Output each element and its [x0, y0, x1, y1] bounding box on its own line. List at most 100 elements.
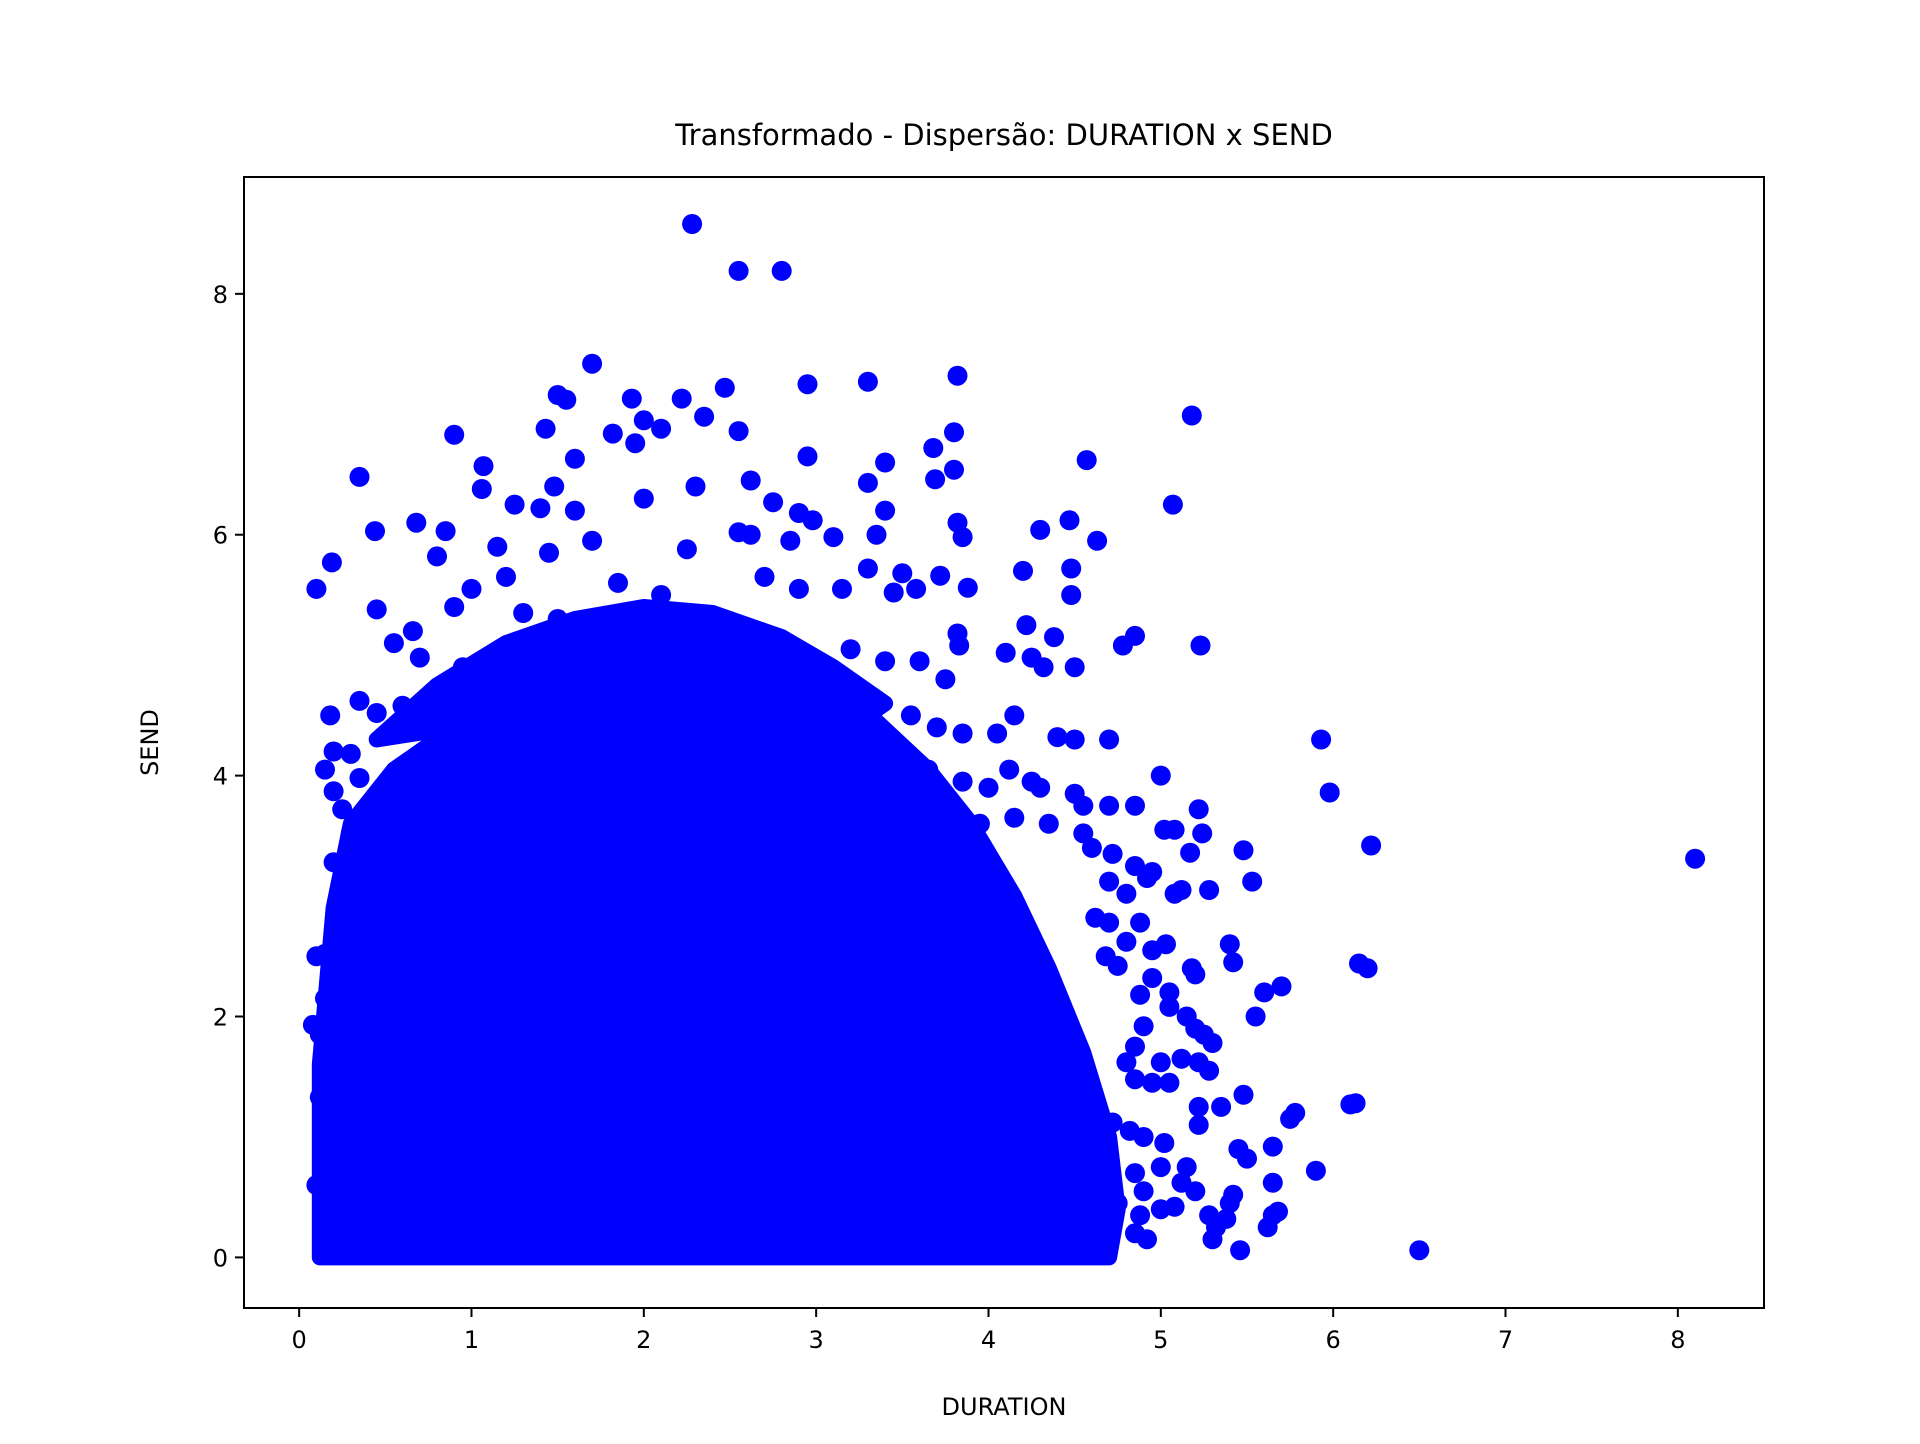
scatter-point: [321, 552, 342, 573]
x-tick-label: 4: [981, 1326, 996, 1354]
scatter-point: [944, 422, 964, 443]
scatter-point: [349, 768, 370, 788]
scatter-point: [1164, 1196, 1185, 1217]
scatter-point: [402, 621, 423, 642]
scatter-point: [1061, 558, 1082, 579]
scatter-point: [608, 627, 628, 648]
scatter-point: [849, 783, 870, 804]
y-axis-ticks: 0 2 4 6 8: [213, 281, 244, 1272]
scatter-point: [651, 418, 672, 439]
scatter-point: [1102, 843, 1123, 864]
scatter-point: [923, 438, 944, 458]
scatter-point: [1150, 765, 1171, 786]
scatter-point: [1099, 795, 1120, 816]
scatter-point: [1192, 823, 1213, 844]
scatter-point: [564, 448, 585, 469]
scatter-point: [780, 530, 801, 551]
scatter-point: [1159, 996, 1180, 1017]
scatter-point: [530, 498, 551, 519]
scatter-point: [944, 459, 964, 480]
scatter-point: [602, 423, 623, 444]
scatter-point: [1130, 984, 1151, 1005]
scatter-point: [535, 418, 556, 439]
scatter-point: [930, 565, 951, 586]
scatter-point: [1030, 777, 1051, 798]
plot-frame: [243, 176, 1765, 1309]
scatter-point: [995, 642, 1016, 663]
scatter-point: [900, 705, 921, 726]
y-tick-label: 4: [213, 763, 228, 791]
scatter-point: [539, 777, 559, 798]
scatter-point: [513, 639, 534, 660]
scatter-point: [473, 456, 494, 477]
scatter-point: [616, 681, 637, 702]
scatter-point: [1076, 450, 1097, 471]
scatter-point: [1242, 871, 1263, 892]
scatter-point: [875, 651, 896, 672]
scatter-point: [1107, 1193, 1128, 1214]
y-tick-label: 6: [213, 522, 228, 550]
scatter-point: [840, 639, 861, 660]
scatter-point: [1087, 530, 1108, 551]
scatter-point: [1125, 795, 1145, 816]
scatter-point: [771, 687, 792, 708]
x-tick-label: 7: [1498, 1326, 1513, 1354]
x-tick-label: 6: [1326, 1326, 1341, 1354]
scatter-point: [309, 1024, 330, 1045]
scatter-point: [1262, 1172, 1283, 1193]
scatter-point: [1107, 955, 1128, 976]
scatter-point: [999, 759, 1020, 780]
scatter-point: [1188, 1114, 1209, 1135]
scatter-point: [1099, 1145, 1120, 1165]
scatter-point: [802, 510, 823, 531]
scatter-point: [340, 743, 361, 764]
scatter-point: [1409, 1240, 1430, 1261]
scatter-point: [521, 705, 542, 726]
scatter-point: [406, 512, 427, 533]
scatter-point: [513, 741, 534, 762]
scatter-point: [1150, 1157, 1171, 1178]
scatter-point: [926, 717, 947, 738]
scatter-point: [1154, 1133, 1175, 1153]
scatter-point: [957, 577, 978, 598]
scatter-point: [935, 807, 956, 828]
scatter-point: [892, 795, 913, 816]
scatter-point: [1271, 976, 1292, 997]
x-tick-label: 5: [1153, 1326, 1168, 1354]
scatter-point: [1319, 782, 1340, 803]
scatter-point: [306, 946, 327, 967]
scatter-point: [1125, 1163, 1145, 1184]
scatter-point: [556, 654, 577, 675]
scatter-point: [1159, 982, 1180, 1003]
scatter-point: [763, 492, 784, 513]
scatter-point: [1125, 1036, 1145, 1057]
scatter-point: [315, 1157, 335, 1178]
scatter-point: [513, 603, 534, 623]
scatter-point: [544, 476, 565, 497]
scatter-point: [909, 651, 930, 672]
scatter-point: [327, 916, 348, 937]
scatter-point: [383, 765, 404, 786]
scatter-point: [1199, 1060, 1220, 1081]
scatter-point: [694, 759, 715, 780]
scatter-point: [714, 377, 735, 398]
x-axis-label: DURATION: [942, 1393, 1067, 1421]
scatter-point: [504, 494, 525, 515]
scatter-point: [1038, 813, 1059, 834]
scatter-point: [694, 406, 715, 427]
scatter-point: [720, 675, 740, 696]
scatter-point: [1102, 1112, 1123, 1133]
scatter-point: [918, 759, 939, 780]
scatter-point: [1180, 842, 1201, 863]
scatter-point: [409, 647, 430, 668]
scatter-point: [682, 214, 703, 234]
scatter-point: [771, 260, 792, 281]
scatter-point: [1059, 510, 1080, 531]
scatter-point: [1233, 1084, 1254, 1105]
scatter-point: [1245, 1006, 1266, 1027]
y-tick-label: 8: [213, 281, 228, 309]
scatter-point: [435, 678, 456, 699]
scatter-point: [1159, 1072, 1180, 1093]
scatter-point: [621, 388, 642, 409]
